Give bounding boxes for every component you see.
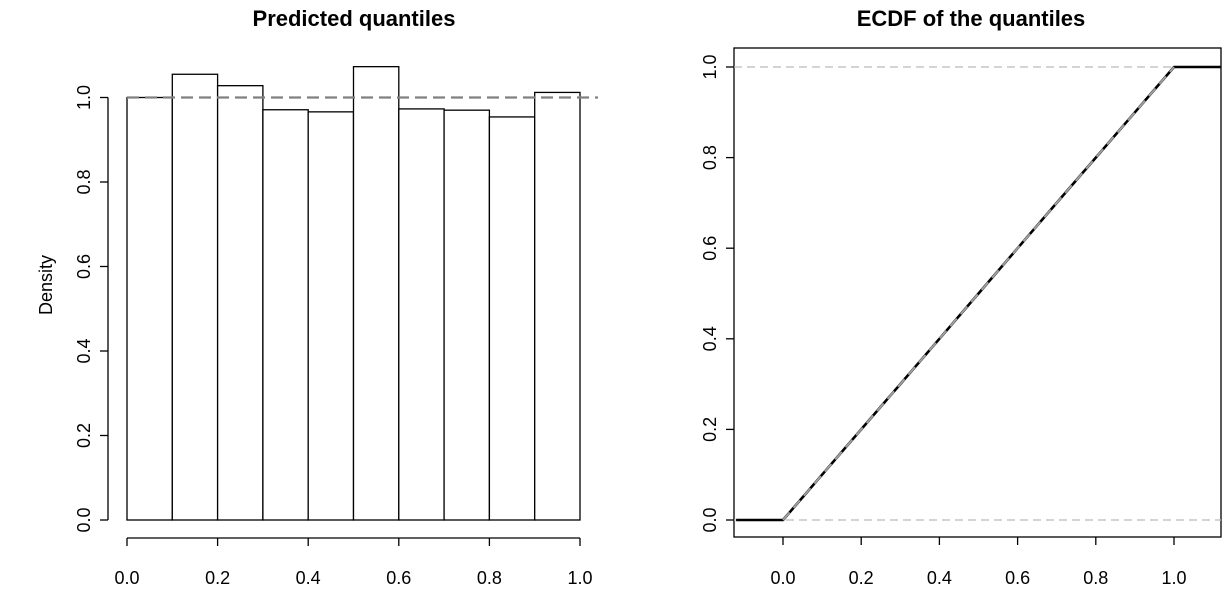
histogram-bar	[307, 111, 355, 521]
ecdf-curve	[736, 65, 1221, 522]
histogram-ylabel: Density	[36, 255, 56, 315]
ecdf-panel: ECDF of the quantiles 0.0 0.2 0.4 0.6 0.8 1.0…	[700, 6, 1222, 588]
ecdf-x-tick-label: 0.0	[770, 568, 795, 588]
histogram-y-tick-label: 0.6	[74, 254, 94, 279]
histogram-x-tick-label: 0.8	[477, 568, 502, 588]
histogram-bar	[171, 73, 219, 521]
ecdf-y-tick-label: 0.0	[700, 507, 720, 532]
histogram-y-tick-label: 0.4	[74, 338, 94, 363]
ecdf-y-tick-label: 0.2	[700, 417, 720, 442]
histogram-y-tick-label: 0.0	[74, 507, 94, 532]
histogram-bar	[262, 109, 309, 521]
ecdf-y-tick-label: 0.6	[700, 236, 720, 261]
histogram-x-tick-label: 1.0	[567, 568, 592, 588]
histogram-y-tick-label: 0.8	[74, 169, 94, 194]
histogram-panel: Predicted quantiles Density 0.0 0.2 0.4 0.6…	[36, 6, 598, 588]
histogram-bar	[443, 109, 491, 521]
ecdf-x-tick-label: 0.2	[849, 568, 874, 588]
ecdf-reference-lines	[734, 66, 1221, 521]
histogram-bar	[534, 91, 581, 521]
ecdf-x-axis: 0.0 0.2 0.4 0.6 0.8 1.0	[770, 537, 1187, 588]
ecdf-y-tick-label: 0.4	[700, 326, 720, 351]
ecdf-title: ECDF of the quantiles	[857, 6, 1086, 31]
ecdf-x-tick-label: 1.0	[1161, 568, 1186, 588]
histogram-y-axis: 0.0 0.2 0.4 0.6 0.8 1.0	[74, 85, 109, 533]
histogram-y-tick-label: 0.2	[74, 423, 94, 448]
uniform-reference-curve	[782, 66, 1175, 521]
histogram-y-tick-label: 1.0	[74, 85, 94, 110]
ecdf-y-tick-label: 1.0	[700, 54, 720, 79]
histogram-x-axis: 0.0 0.2 0.4 0.6 0.8 1.0	[114, 537, 593, 588]
histogram-x-tick-label: 0.2	[205, 568, 230, 588]
histogram-bar	[488, 116, 536, 521]
histogram-x-tick-label: 0.6	[386, 568, 411, 588]
histogram-bars	[126, 66, 581, 521]
ecdf-y-tick-label: 0.8	[700, 145, 720, 170]
histogram-bar	[398, 108, 445, 521]
histogram-x-tick-label: 0.4	[296, 568, 321, 588]
ecdf-lines	[736, 65, 1221, 522]
ecdf-x-tick-label: 0.6	[1005, 568, 1030, 588]
ecdf-x-tick-label: 0.8	[1083, 568, 1108, 588]
histogram-x-tick-label: 0.0	[114, 568, 139, 588]
ecdf-x-tick-label: 0.4	[927, 568, 952, 588]
histogram-bar	[126, 96, 173, 521]
histogram-title: Predicted quantiles	[253, 6, 456, 31]
ecdf-y-axis: 0.0 0.2 0.4 0.6 0.8 1.0	[700, 54, 734, 533]
histogram-bar	[216, 85, 264, 521]
ecdf-plot-box	[733, 47, 1222, 538]
histogram-bar	[352, 66, 400, 521]
